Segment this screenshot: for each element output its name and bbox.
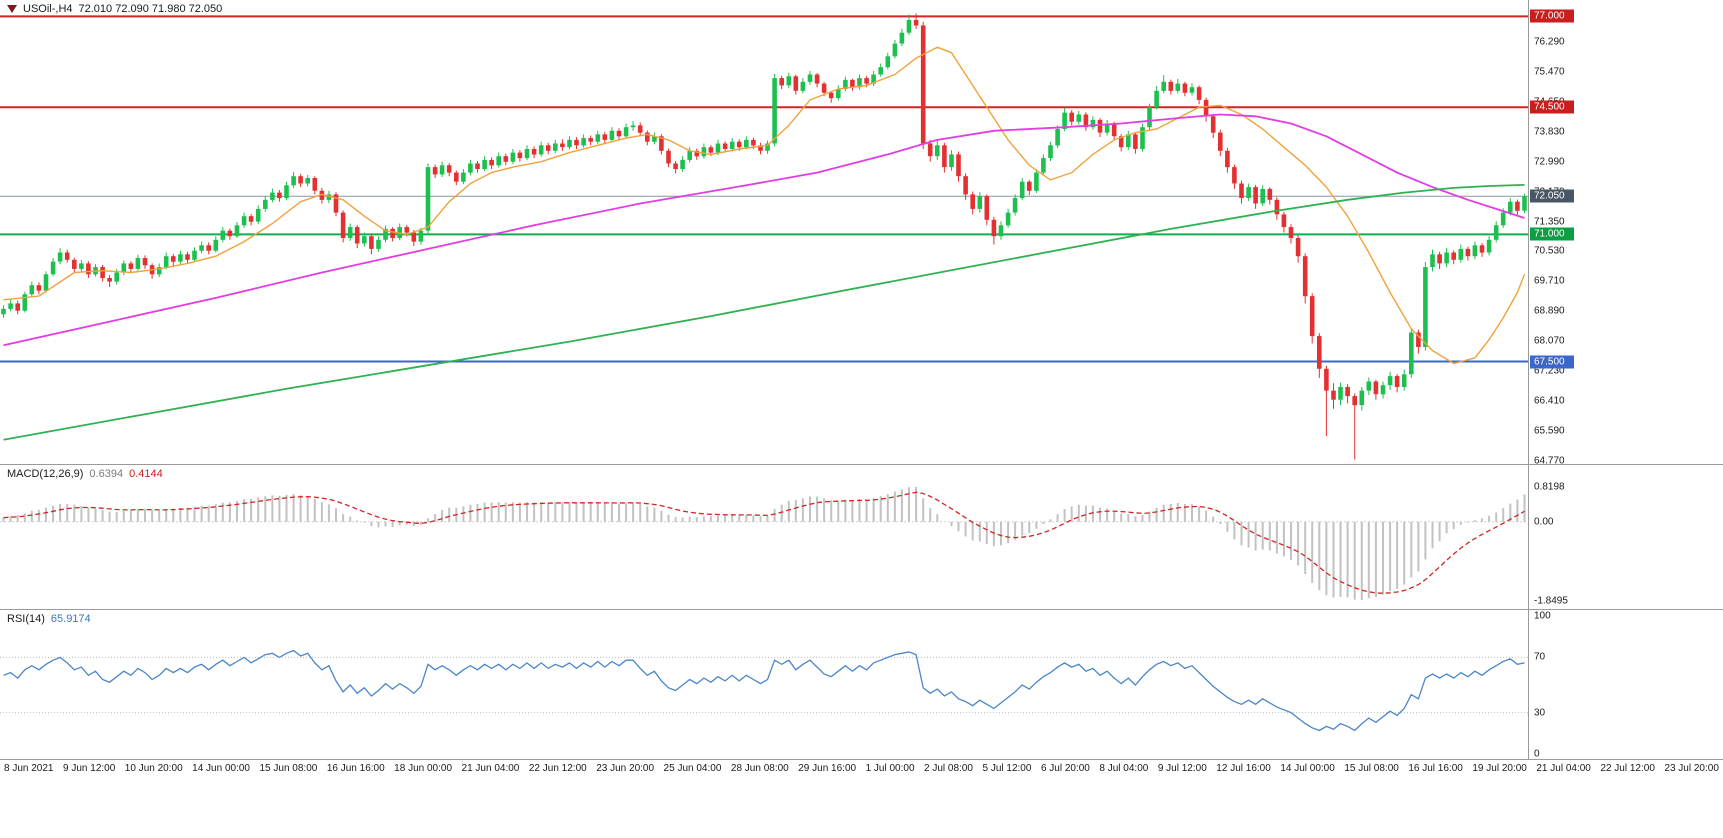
macd-axis-label: 0.00 — [1534, 516, 1554, 528]
time-axis-label: 19 Jul 20:00 — [1472, 763, 1527, 774]
rsi-axis-label: 70 — [1534, 651, 1546, 663]
candlestick-chart[interactable] — [0, 0, 1528, 464]
main-chart-panel: USOil-,H4 72.010 72.090 71.980 72.050 76… — [0, 0, 1723, 467]
rsi-panel: RSI(14) 65.9174 100 70 30 0 — [0, 610, 1723, 760]
time-axis-label: 22 Jun 12:00 — [528, 763, 587, 774]
macd-axis-label: 0.8198 — [1534, 481, 1565, 493]
price-tick-label: 69.710 — [1534, 275, 1565, 287]
time-axis-label: 2 Jul 08:00 — [924, 763, 973, 774]
time-axis-label: 14 Jun 00:00 — [192, 763, 250, 774]
time-axis-label: 28 Jun 08:00 — [730, 763, 789, 774]
time-axis-label: 8 Jul 04:00 — [1099, 763, 1149, 774]
macd-main-value: 0.6394 — [89, 468, 124, 480]
price-tick-label: 76.290 — [1534, 36, 1565, 48]
price-tick-label: 68.070 — [1534, 335, 1565, 347]
time-axis-label: 1 Jul 00:00 — [865, 763, 915, 774]
macd-indicator-label: MACD(12,26,9) — [7, 468, 84, 480]
time-axis-label: 16 Jun 16:00 — [326, 763, 385, 774]
time-axis-label: 14 Jul 00:00 — [1280, 763, 1335, 774]
price-tick-label: 66.410 — [1534, 395, 1565, 407]
price-tick-label: 72.990 — [1534, 156, 1565, 168]
macd-chart[interactable] — [0, 465, 1528, 609]
symbol-period-label: USOil-,H4 — [23, 3, 73, 15]
price-level-badge: 72.050 — [1530, 189, 1574, 203]
rsi-axis-label: 30 — [1534, 707, 1546, 719]
macd-signal-value: 0.4144 — [129, 468, 163, 480]
symbol-icon — [7, 5, 17, 13]
time-axis-label: 5 Jul 12:00 — [982, 763, 1032, 774]
price-level-badge: 74.500 — [1530, 100, 1574, 114]
price-tick-label: 71.350 — [1534, 216, 1565, 228]
time-axis[interactable]: 8 Jun 2021 9 Jun 12:00 10 Jun 20:00 14 Jun … — [0, 760, 1723, 838]
time-axis-label: 15 Jun 08:00 — [259, 763, 318, 774]
rsi-axis[interactable]: 100 70 30 0 — [1528, 610, 1723, 760]
time-axis-label: 15 Jul 08:00 — [1344, 763, 1399, 774]
price-tick-label: 70.530 — [1534, 245, 1565, 257]
price-axis[interactable]: 76.29075.47074.65073.83072.99072.17071.3… — [1528, 0, 1723, 467]
time-axis-label: 9 Jun 12:00 — [63, 763, 116, 774]
time-axis-label: 21 Jun 04:00 — [461, 763, 520, 774]
ohlc-readout: 72.010 72.090 71.980 72.050 — [78, 3, 223, 15]
time-axis-label: 10 Jun 20:00 — [124, 763, 183, 774]
rsi-current-value: 65.9174 — [50, 613, 91, 625]
macd-panel: MACD(12,26,9) 0.6394 0.4144 0.8198 0.00 -1… — [0, 465, 1723, 610]
price-tick-label: 73.830 — [1534, 126, 1565, 138]
time-axis-label: 23 Jul 20:00 — [1664, 763, 1719, 774]
price-tick-label: 67.230 — [1534, 365, 1565, 377]
macd-axis-label: -1.8495 — [1534, 595, 1568, 607]
time-axis-label: 8 Jun 2021 — [4, 763, 54, 774]
price-level-badge: 71.000 — [1530, 227, 1574, 241]
time-axis-label: 22 Jul 12:00 — [1600, 763, 1655, 774]
time-axis-label: 23 Jun 20:00 — [596, 763, 655, 774]
time-axis-label: 16 Jul 16:00 — [1408, 763, 1463, 774]
time-axis-label: 25 Jun 04:00 — [663, 763, 722, 774]
price-tick-label: 64.770 — [1534, 455, 1565, 467]
rsi-title: RSI(14) 65.9174 — [7, 613, 91, 625]
price-level-badge: 67.500 — [1530, 355, 1574, 369]
time-axis-label: 29 Jun 16:00 — [798, 763, 857, 774]
rsi-indicator-label: RSI(14) — [7, 613, 45, 625]
time-axis-label: 9 Jul 12:00 — [1157, 763, 1207, 774]
rsi-axis-label: 0 — [1534, 748, 1540, 760]
time-axis-label: 21 Jul 04:00 — [1536, 763, 1591, 774]
macd-axis[interactable]: 0.8198 0.00 -1.8495 — [1528, 465, 1723, 609]
time-axis-label: 12 Jul 16:00 — [1216, 763, 1271, 774]
rsi-axis-label: 100 — [1534, 610, 1551, 622]
time-axis-label: 6 Jul 20:00 — [1040, 763, 1090, 774]
macd-title: MACD(12,26,9) 0.6394 0.4144 — [7, 468, 163, 480]
price-level-badge: 77.000 — [1530, 9, 1574, 23]
price-tick-label: 65.590 — [1534, 425, 1565, 437]
price-tick-label: 68.890 — [1534, 305, 1565, 317]
time-axis-label: 18 Jun 00:00 — [394, 763, 452, 774]
price-tick-label: 75.470 — [1534, 66, 1565, 78]
chart-title: USOil-,H4 72.010 72.090 71.980 72.050 — [7, 3, 222, 15]
rsi-chart[interactable] — [0, 610, 1528, 759]
